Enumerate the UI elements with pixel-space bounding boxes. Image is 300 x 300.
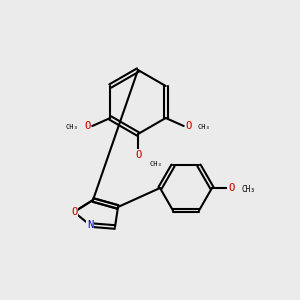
Text: O: O xyxy=(186,121,192,131)
Text: O: O xyxy=(135,150,141,160)
Text: CH₃: CH₃ xyxy=(65,124,78,130)
Text: N: N xyxy=(87,220,93,230)
Text: CH₃: CH₃ xyxy=(242,184,256,194)
Text: CH₃: CH₃ xyxy=(150,161,163,167)
Text: O: O xyxy=(71,207,77,217)
Text: O: O xyxy=(228,183,234,193)
Text: O: O xyxy=(84,121,90,131)
Text: CH₃: CH₃ xyxy=(198,124,211,130)
